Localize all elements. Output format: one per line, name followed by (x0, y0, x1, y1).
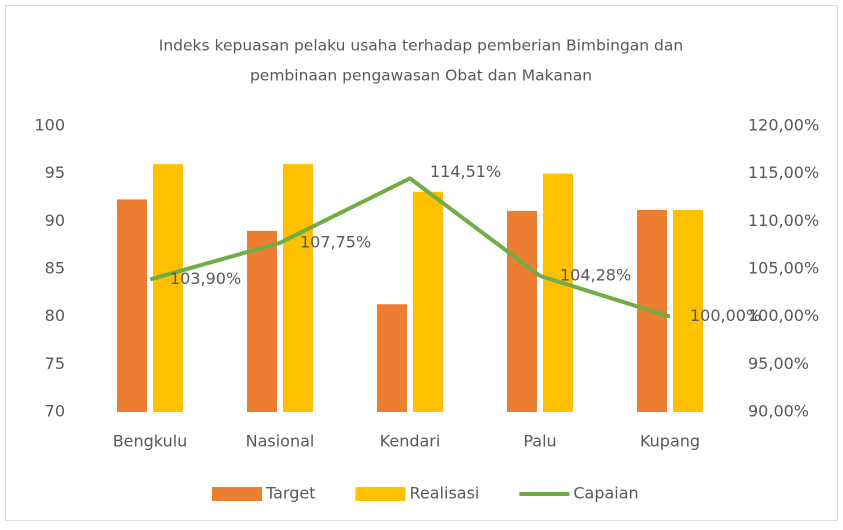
y-tick-label: 85 (45, 259, 65, 278)
legend-swatch (355, 487, 406, 501)
x-tick-label: Kendari (380, 432, 441, 451)
legend-label: Capaian (573, 484, 638, 503)
data-label: 114,51% (430, 162, 501, 181)
x-tick-label: Palu (523, 432, 556, 451)
y-tick-label: 70 (45, 402, 65, 421)
chart-title: Indeks kepuasan pelaku usaha terhadap pe… (159, 37, 683, 55)
bar (377, 304, 407, 412)
bar (507, 210, 537, 412)
y2-tick-label: 90,00% (748, 402, 809, 421)
x-tick-label: Nasional (246, 432, 315, 451)
x-tick-label: Bengkulu (113, 432, 188, 451)
y-tick-label: 80 (45, 306, 65, 325)
bar (283, 164, 313, 412)
legend-label: Realisasi (410, 484, 480, 503)
line (149, 176, 671, 319)
bar (153, 164, 183, 412)
legend-label: Target (265, 484, 316, 503)
bar (413, 191, 443, 412)
y2-tick-label: 115,00% (748, 163, 819, 182)
data-label: 103,90% (170, 269, 241, 288)
y2-tick-label: 100,00% (748, 306, 819, 325)
x-tick-label: Kupang (640, 432, 700, 451)
y2-tick-label: 120,00% (748, 116, 819, 135)
y2-tick-label: 105,00% (748, 259, 819, 278)
bar (673, 209, 703, 412)
chart-title: pembinaan pengawasan Obat dan Makanan (250, 67, 592, 85)
data-label: 100,00% (690, 306, 761, 325)
y-tick-label: 95 (45, 163, 65, 182)
bar (117, 199, 147, 412)
legend-swatch (212, 487, 262, 501)
data-label: 107,75% (300, 232, 371, 251)
y-tick-label: 100 (34, 116, 65, 135)
y-tick-label: 90 (45, 211, 65, 230)
y2-tick-label: 110,00% (748, 211, 819, 230)
data-label: 104,28% (560, 265, 631, 284)
y2-tick-label: 95,00% (748, 354, 809, 373)
bar (247, 230, 277, 412)
y-tick-label: 75 (45, 354, 65, 373)
bar (543, 173, 573, 412)
